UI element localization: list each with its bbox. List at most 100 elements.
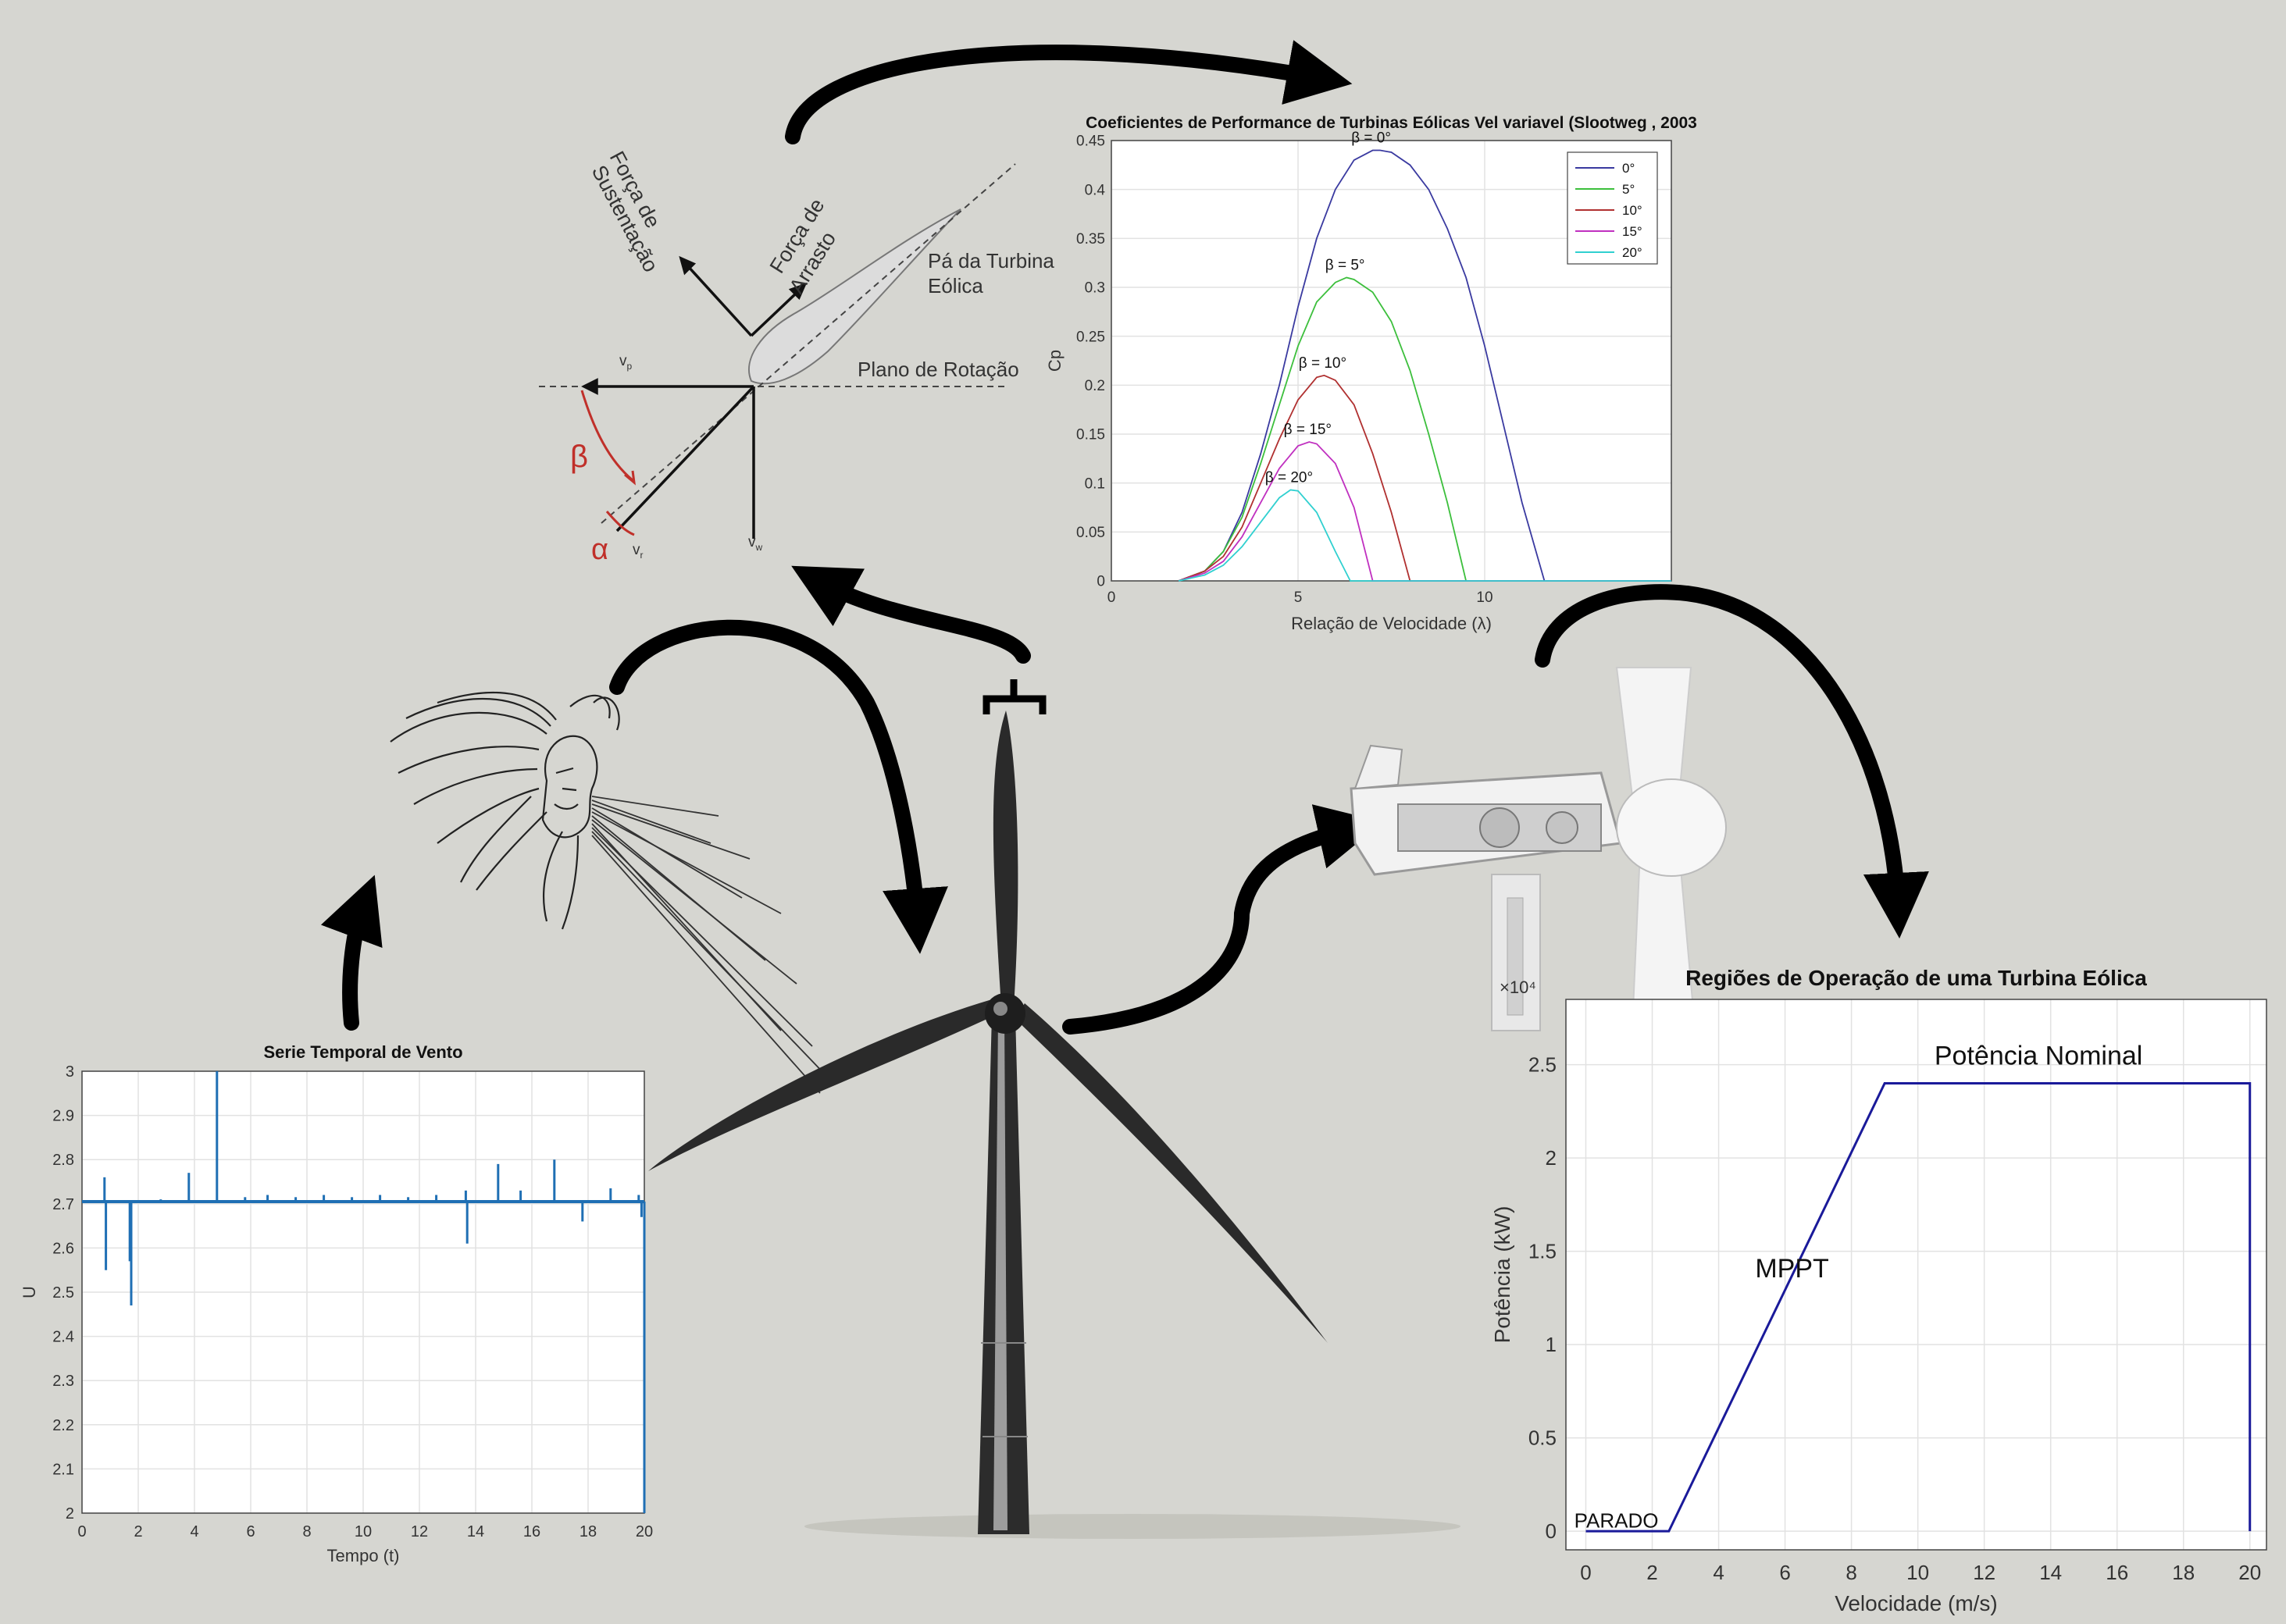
x-tick-label: 4: [190, 1523, 198, 1540]
y-tick-label: 2.6: [52, 1240, 74, 1257]
legend-label: 10°: [1622, 203, 1642, 218]
x-tick-label: 12: [1973, 1561, 1995, 1584]
regions-chart: 0 2 4 6 8 10 12 14 16 18 20 0 0.5 1 1.5 2 2.5 Regiões de …: [1490, 966, 2267, 1615]
x-tick-label: 14: [467, 1523, 484, 1540]
x-tick-label: 12: [411, 1523, 428, 1540]
plot-frame: [1565, 999, 2267, 1551]
legend-label: 0°: [1622, 161, 1635, 176]
y-tick-label: 0.1: [1085, 475, 1105, 492]
y-tick-label: 0.45: [1076, 134, 1105, 150]
y-tick-label: 2.7: [52, 1196, 74, 1213]
x-tick-label: 5: [1294, 589, 1303, 606]
x-tick-label: 16: [2106, 1561, 2128, 1584]
chart-title: Regiões de Operação de uma Turbina Eólic…: [1685, 966, 2147, 990]
legend-label: 5°: [1622, 182, 1635, 197]
chart-title: Coeficientes de Performance de Turbinas …: [1086, 114, 1697, 132]
series-line-10°: [1178, 374, 1671, 582]
legend-box: [1567, 151, 1658, 265]
peak-label: β = 20°: [1265, 469, 1313, 486]
vw-label: vw: [748, 534, 763, 553]
x-tick-label: 6: [1779, 1561, 1790, 1584]
regions-chart-panel: 0 2 4 6 8 10 12 14 16 18 20 0 0.5 1 1.5 2 2.5 Regiões de …: [1488, 956, 2277, 1620]
series-line-20°: [1178, 489, 1671, 582]
y-tick-label: 0.4: [1085, 182, 1106, 198]
y-exponent-label: ×10⁴: [1500, 978, 1536, 997]
y-tick-label: 2.3: [52, 1373, 74, 1390]
y-tick-label: 0.5: [1528, 1426, 1557, 1450]
legend-label: 15°: [1622, 224, 1642, 239]
y-tick-label: 0.05: [1076, 525, 1105, 541]
y-tick-label: 0.25: [1076, 329, 1105, 345]
chart-title: Serie Temporal de Vento: [263, 1042, 462, 1062]
x-tick-label: 0: [77, 1523, 86, 1540]
x-tick-label: 10: [355, 1523, 372, 1540]
x-tick-label: 0: [1107, 589, 1116, 606]
x-tick-label: 0: [1580, 1561, 1591, 1584]
y-tick-label: 2.5: [1528, 1053, 1557, 1077]
peak-label: β = 15°: [1284, 422, 1332, 438]
x-tick-label: 8: [302, 1523, 311, 1540]
y-tick-label: 2.2: [52, 1417, 74, 1434]
y-axis-label: Potência (kW): [1490, 1206, 1514, 1344]
arrow-nacelle-to-regions-chart: [1535, 584, 1929, 938]
wind-series-chart: 0 2 4 6 8 10 12 14 16 18 2022.12.22.32.42.52.62.72…: [20, 1042, 653, 1565]
x-axis-label: Velocidade (m/s): [1835, 1591, 1998, 1615]
airfoil-shape: [748, 208, 961, 385]
vp-label: vp: [619, 353, 633, 372]
x-tick-label: 10: [1906, 1561, 1929, 1584]
y-tick-label: 0: [1097, 574, 1105, 590]
beta-label: β: [570, 440, 588, 474]
peak-label: β = 0°: [1351, 130, 1391, 147]
annotation-parado: PARADO: [1575, 1508, 1659, 1532]
wind-series-panel: 0 2 4 6 8 10 12 14 16 18 20 2 2.1 2.2 2.3 2.4 2.5 2.6 2.7 2…: [16, 1035, 664, 1573]
plot-area: [1566, 999, 2266, 1550]
y-tick-label: 0.15: [1076, 427, 1105, 443]
cp-chart-panel: 0 5 10 0 0.05 0.1 0.15 0.2 0.25 0.3 0.35 0.4 0.45 Coe…: [1029, 109, 1748, 640]
arrow-blade-to-cp-chart: [785, 40, 1353, 144]
x-tick-label: 10: [1476, 589, 1492, 606]
blade-label-2: Eólica: [928, 274, 983, 297]
x-tick-label: 20: [2238, 1561, 2261, 1584]
x-axis-label: Tempo (t): [327, 1546, 400, 1565]
annotation-mppt: MPPT: [1755, 1254, 1828, 1284]
y-tick-label: 2.1: [52, 1461, 74, 1478]
x-tick-label: 4: [1713, 1561, 1724, 1584]
x-tick-label: 20: [636, 1523, 653, 1540]
blade-label-1: Pá da Turbina: [928, 249, 1054, 272]
x-tick-label: 8: [1846, 1561, 1856, 1584]
y-tick-label: 0.2: [1085, 378, 1105, 394]
x-tick-label: 14: [2039, 1561, 2062, 1584]
turbine-blade-right: [1015, 1003, 1328, 1343]
y-tick-label: 2: [1546, 1146, 1557, 1170]
y-tick-label: 2: [66, 1505, 74, 1522]
y-tick-label: 1.5: [1528, 1240, 1557, 1263]
y-tick-label: 0: [1546, 1519, 1557, 1543]
turbine-blade-left: [648, 999, 996, 1171]
beta-arc: [580, 390, 633, 482]
x-tick-label: 18: [2172, 1561, 2195, 1584]
x-tick-label: 2: [1646, 1561, 1657, 1584]
y-tick-label: 2.5: [52, 1284, 74, 1302]
y-tick-label: 3: [66, 1063, 74, 1081]
y-axis-label: U: [20, 1286, 39, 1298]
y-tick-label: 0.35: [1076, 231, 1105, 248]
x-tick-label: 6: [246, 1523, 255, 1540]
y-axis-label: Cp: [1045, 350, 1065, 372]
x-tick-label: 18: [580, 1523, 597, 1540]
peak-label: β = 10°: [1299, 355, 1346, 372]
series-line-0°: [1178, 149, 1671, 582]
y-tick-label: 0.3: [1085, 280, 1105, 297]
arrow-wind-series-to-wind: [320, 874, 383, 1031]
power-curve: [1585, 1082, 2252, 1533]
arrow-hub-to-nacelle: [1062, 804, 1383, 1035]
peak-label: β = 5°: [1325, 257, 1365, 273]
y-tick-label: 1: [1546, 1333, 1557, 1356]
x-tick-label: 16: [523, 1523, 540, 1540]
x-tick-label: 2: [134, 1523, 142, 1540]
annotation-nominal: Potência Nominal: [1935, 1042, 2142, 1071]
legend-label: 20°: [1622, 245, 1642, 260]
